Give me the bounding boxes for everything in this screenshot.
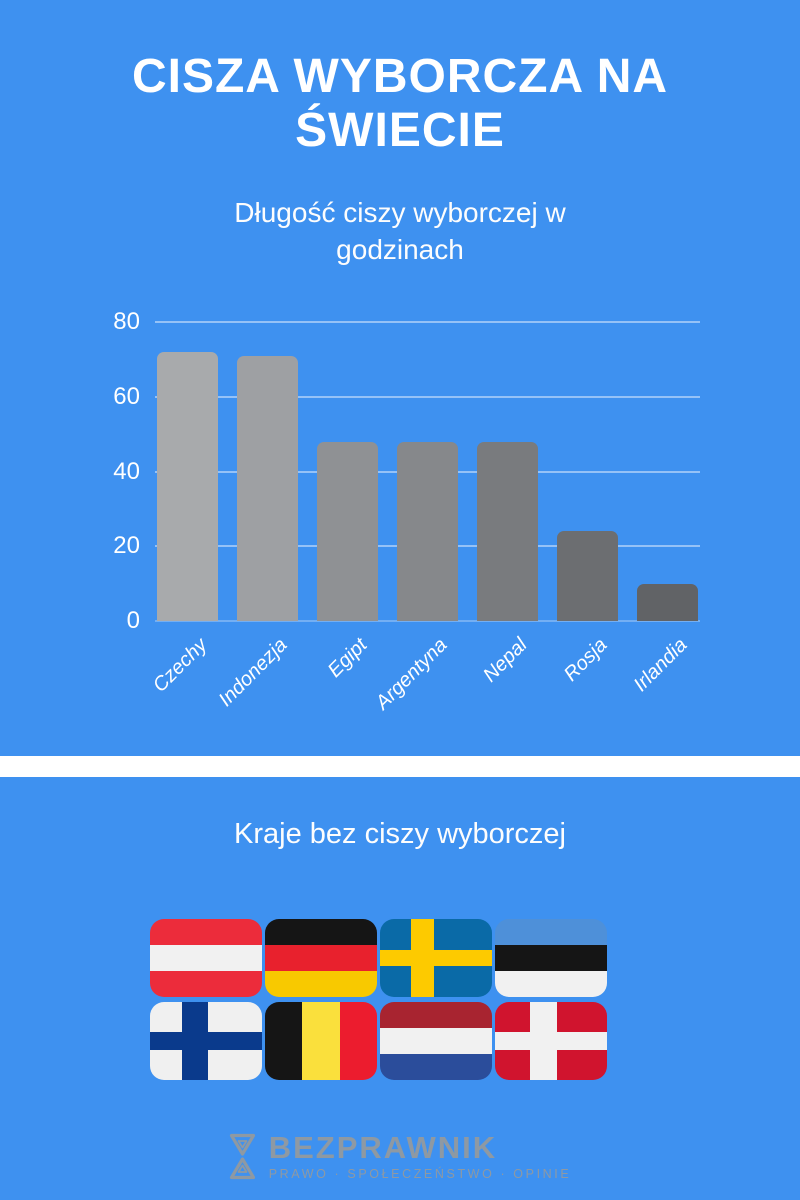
y-axis-tick-label-20: 20 <box>113 532 140 560</box>
austria-flag-icon <box>150 919 262 997</box>
flag-stripe <box>265 945 377 971</box>
bar-chart: 0 20 40 60 80 Czechy Indonezja Egipt Argentyna N… <box>0 300 800 730</box>
sweden-flag-icon <box>380 919 492 997</box>
y-axis: 0 20 40 60 80 <box>40 309 140 634</box>
bar-irlandia <box>637 583 698 621</box>
cross-horizontal-bar <box>150 1032 262 1050</box>
plot-area <box>155 321 700 622</box>
flag-stripe <box>150 971 262 997</box>
flag-stripe <box>380 1054 492 1080</box>
cross-horizontal-bar <box>380 950 492 966</box>
belgium-flag-icon <box>265 1002 377 1080</box>
y-axis-tick-label-40: 40 <box>113 457 140 485</box>
y-gridline-60 <box>155 395 700 398</box>
flag-stripe <box>150 919 262 945</box>
section-title: Kraje bez ciszy wyborczej <box>234 818 566 850</box>
flags-grid <box>150 919 607 1080</box>
brand-block: BEZPRAWNIK PRAWO · SPOŁECZEŃSTWO · OPINI… <box>268 1129 572 1181</box>
bar-indonezja <box>237 355 298 621</box>
brand-name: BEZPRAWNIK <box>268 1129 498 1165</box>
chart-title: Długość ciszy wyborczej w godzinach <box>234 197 566 265</box>
flag-stripe <box>150 945 262 971</box>
flag-stripe <box>339 1002 377 1080</box>
page-title: CISZA WYBORCZA NA ŚWIECIE <box>131 50 669 157</box>
germany-flag-icon <box>265 919 377 997</box>
y-axis-tick-label-60: 60 <box>113 382 140 410</box>
flag-stripe <box>302 1002 340 1080</box>
flag-stripe <box>495 945 607 971</box>
brand-tagline: PRAWO · SPOŁECZEŃSTWO · OPINIE <box>268 1166 572 1181</box>
bar-rosja <box>557 531 618 621</box>
y-axis-tick-label-80: 80 <box>113 308 140 335</box>
bar-egipt <box>317 441 378 621</box>
bar-argentyna <box>397 441 458 621</box>
flag-stripe <box>265 919 377 945</box>
finland-flag-icon <box>150 1002 262 1080</box>
bar-czechy <box>157 351 218 621</box>
x-axis-baseline <box>155 620 700 622</box>
cross-horizontal-bar <box>495 1031 607 1051</box>
flag-stripe <box>265 1002 303 1080</box>
flag-stripe <box>265 971 377 997</box>
estonia-flag-icon <box>495 919 607 997</box>
y-gridline-80 <box>155 321 700 323</box>
flag-stripe <box>380 1028 492 1054</box>
y-axis-tick-label-0: 0 <box>126 607 140 634</box>
netherlands-flag-icon <box>380 1002 492 1080</box>
denmark-flag-icon <box>495 1002 607 1080</box>
x-axis-labels: Czechy Indonezja Egipt Argentyna Nepal Rosja I… <box>148 634 700 744</box>
bar-nepal <box>477 441 538 621</box>
flag-stripe <box>380 1002 492 1028</box>
section-divider <box>0 756 800 777</box>
hourglass-logo-icon <box>229 1133 255 1179</box>
footer-logo: BEZPRAWNIK PRAWO · SPOŁECZEŃSTWO · OPINI… <box>0 1126 800 1186</box>
flag-stripe <box>495 919 607 945</box>
flag-stripe <box>495 971 607 997</box>
